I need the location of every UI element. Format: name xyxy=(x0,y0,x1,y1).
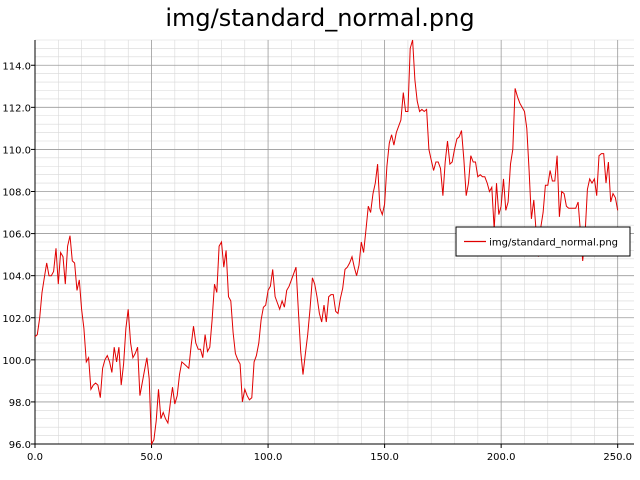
x-tick-label: 250.0 xyxy=(603,452,632,463)
series-line xyxy=(34,39,619,446)
x-tick-label: 0.0 xyxy=(27,452,43,463)
y-tick-label: 96.0 xyxy=(9,440,31,451)
y-tick-label: 108.0 xyxy=(2,188,31,199)
chart-title: img/standard_normal.png xyxy=(165,4,475,32)
y-tick-label: 100.0 xyxy=(2,356,31,367)
y-tick-label: 114.0 xyxy=(2,61,31,72)
y-tick-label: 104.0 xyxy=(2,272,31,283)
x-tick-label: 100.0 xyxy=(254,452,283,463)
y-tick-label: 98.0 xyxy=(9,398,31,409)
y-tick-label: 112.0 xyxy=(2,103,31,114)
x-tick-label: 200.0 xyxy=(487,452,516,463)
y-tick-label: 102.0 xyxy=(2,314,31,325)
legend-entry-label: img/standard_normal.png xyxy=(489,238,618,249)
x-tick-label: 150.0 xyxy=(370,452,399,463)
y-tick-label: 106.0 xyxy=(2,230,31,241)
y-tick-label: 110.0 xyxy=(2,145,31,156)
x-tick-label: 50.0 xyxy=(140,452,162,463)
